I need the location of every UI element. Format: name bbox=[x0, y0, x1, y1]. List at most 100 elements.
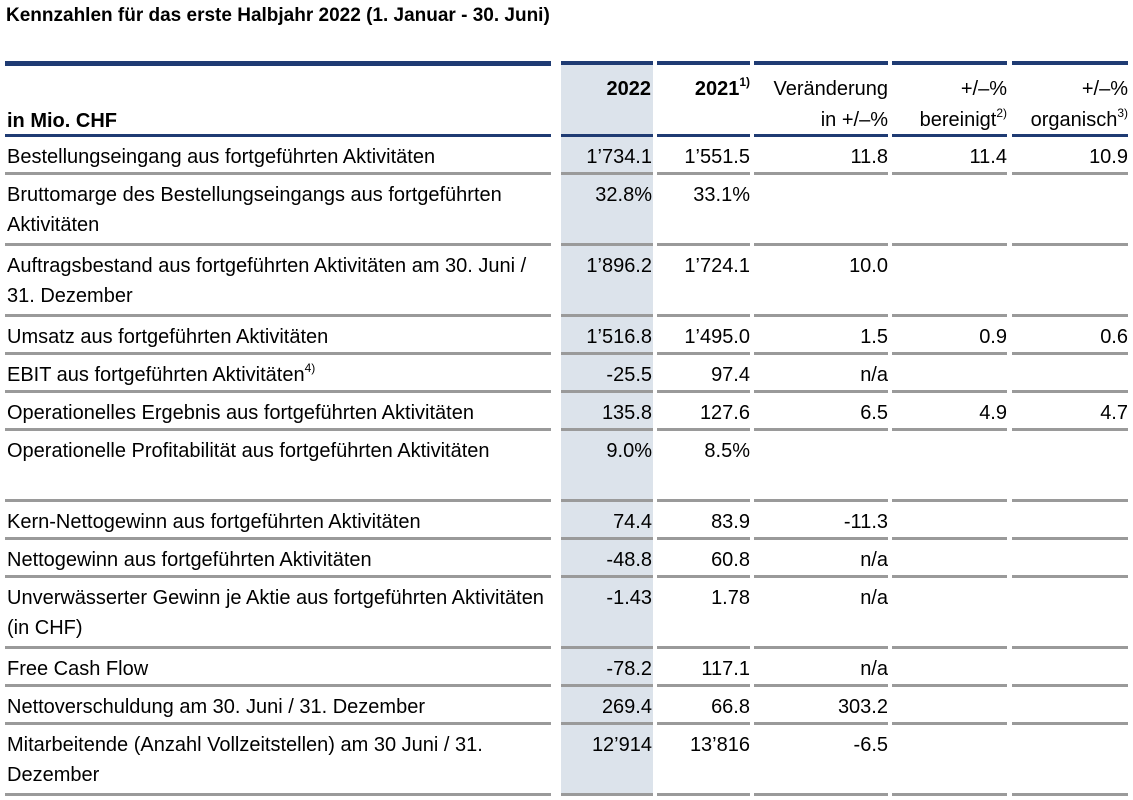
row-label: Nettogewinn aus fortgeführten Aktivitäte… bbox=[7, 549, 372, 571]
footnote-ref-1: 1) bbox=[739, 75, 750, 90]
footnote-ref-2: 2) bbox=[996, 106, 1007, 121]
row-label-cell: Free Cash Flow bbox=[5, 649, 551, 687]
value-adjusted-cell: 4.9 bbox=[892, 393, 1007, 431]
value-2021-cell: 13’816 bbox=[657, 725, 750, 796]
value-2021: 83.9 bbox=[711, 511, 750, 533]
value-adjusted-cell bbox=[892, 540, 1007, 578]
header-adjusted-line2: bereinigt2) bbox=[919, 106, 1007, 131]
value-2022: 269.4 bbox=[601, 696, 652, 718]
table-row: Bruttomarge des Bestellungseingangs aus … bbox=[5, 175, 1128, 246]
value-2022: -1.43 bbox=[606, 587, 652, 609]
value-change: -11.3 bbox=[843, 511, 888, 533]
value-adjusted-cell bbox=[892, 431, 1007, 502]
header-organic-line2: organisch3) bbox=[1030, 106, 1128, 131]
header-2021-cell: 20211) bbox=[657, 61, 750, 137]
value-2021: 13’816 bbox=[689, 734, 750, 756]
row-label: Free Cash Flow bbox=[7, 658, 149, 680]
value-2022-cell: 74.4 bbox=[561, 502, 653, 540]
value-2021-cell: 97.4 bbox=[657, 355, 750, 393]
value-change: -6.5 bbox=[853, 734, 888, 756]
value-change-cell: 6.5 bbox=[754, 393, 888, 431]
value-change-cell: 10.0 bbox=[754, 246, 888, 317]
header-2022-label: 2022 bbox=[606, 78, 652, 100]
row-label-cell: Mitarbeitende (Anzahl Vollzeitstellen) a… bbox=[5, 725, 551, 796]
value-change: 10.0 bbox=[849, 255, 888, 277]
value-change: 11.8 bbox=[850, 146, 888, 168]
value-2021: 1.78 bbox=[711, 587, 750, 609]
value-2021: 33.1% bbox=[693, 184, 750, 206]
value-adjusted: 11.4 bbox=[969, 146, 1007, 168]
value-2021: 66.8 bbox=[711, 696, 750, 718]
value-change-cell: 11.8 bbox=[754, 137, 888, 175]
table-row: Mitarbeitende (Anzahl Vollzeitstellen) a… bbox=[5, 725, 1128, 796]
value-change: n/a bbox=[860, 549, 888, 571]
value-2022: 1’516.8 bbox=[586, 326, 652, 348]
value-2022-cell: 9.0% bbox=[561, 431, 653, 502]
value-2022: 135.8 bbox=[601, 402, 652, 424]
value-adjusted-cell bbox=[892, 649, 1007, 687]
value-2021-cell: 1’495.0 bbox=[657, 317, 750, 355]
value-2021: 1’724.1 bbox=[684, 255, 750, 277]
row-label: Auftragsbestand aus fortgeführten Aktivi… bbox=[7, 255, 527, 307]
value-2021-cell: 66.8 bbox=[657, 687, 750, 725]
table-row: Unverwässerter Gewinn je Aktie aus fortg… bbox=[5, 578, 1128, 649]
value-2022: -48.8 bbox=[606, 549, 652, 571]
header-2021-label: 20211) bbox=[694, 75, 750, 100]
table-body: Bestellungseingang aus fortgeführten Akt… bbox=[5, 137, 1128, 796]
row-label-cell: Operationelles Ergebnis aus fortgeführte… bbox=[5, 393, 551, 431]
header-unit-cell: in Mio. CHF bbox=[5, 61, 551, 137]
value-organic-cell bbox=[1012, 246, 1128, 317]
row-label: Operationelle Profitabilität aus fortgef… bbox=[7, 440, 490, 462]
value-organic-cell: 4.7 bbox=[1012, 393, 1128, 431]
value-change: n/a bbox=[860, 364, 888, 386]
page-title: Kennzahlen für das erste Halbjahr 2022 (… bbox=[6, 5, 550, 26]
value-change: 6.5 bbox=[860, 402, 888, 424]
row-label-cell: Unverwässerter Gewinn je Aktie aus fortg… bbox=[5, 578, 551, 649]
header-organic-line1: +/–% bbox=[1081, 78, 1128, 100]
value-organic: 4.7 bbox=[1100, 402, 1128, 424]
row-label-cell: Nettoverschuldung am 30. Juni / 31. Deze… bbox=[5, 687, 551, 725]
header-unit-label: in Mio. CHF bbox=[7, 110, 117, 132]
value-change: n/a bbox=[860, 658, 888, 680]
value-change-cell: -6.5 bbox=[754, 725, 888, 796]
row-label: EBIT aus fortgeführten Aktivitäten bbox=[7, 364, 305, 386]
header-adjusted-line1: +/–% bbox=[960, 78, 1007, 100]
value-2021: 117.1 bbox=[701, 658, 750, 680]
row-label: Nettoverschuldung am 30. Juni / 31. Deze… bbox=[7, 696, 425, 718]
value-change-cell: -11.3 bbox=[754, 502, 888, 540]
value-adjusted-cell: 11.4 bbox=[892, 137, 1007, 175]
header-change-line1: Veränderung bbox=[773, 78, 888, 100]
table-row: Nettogewinn aus fortgeführten Aktivitäte… bbox=[5, 540, 1128, 578]
header-change-cell: Veränderung in +/–% bbox=[754, 61, 888, 137]
value-organic-cell bbox=[1012, 540, 1128, 578]
table-row: Kern-Nettogewinn aus fortgeführten Aktiv… bbox=[5, 502, 1128, 540]
row-label: Mitarbeitende (Anzahl Vollzeitstellen) a… bbox=[7, 734, 483, 786]
value-2022-cell: 135.8 bbox=[561, 393, 653, 431]
value-change-cell: n/a bbox=[754, 540, 888, 578]
row-label: Unverwässerter Gewinn je Aktie aus fortg… bbox=[7, 587, 544, 639]
row-label-cell: Nettogewinn aus fortgeführten Aktivitäte… bbox=[5, 540, 551, 578]
value-2021-cell: 1’724.1 bbox=[657, 246, 750, 317]
table-row: Auftragsbestand aus fortgeführten Aktivi… bbox=[5, 246, 1128, 317]
value-2021: 8.5% bbox=[704, 440, 750, 462]
value-2021: 127.6 bbox=[699, 402, 750, 424]
value-organic-cell bbox=[1012, 431, 1128, 502]
value-change-cell bbox=[754, 431, 888, 502]
value-2022-cell: 269.4 bbox=[561, 687, 653, 725]
value-2022-cell: -1.43 bbox=[561, 578, 653, 649]
row-label-cell: Bruttomarge des Bestellungseingangs aus … bbox=[5, 175, 551, 246]
table-row: Operationelle Profitabilität aus fortgef… bbox=[5, 431, 1128, 502]
table-row: EBIT aus fortgeführten Aktivitäten4) -25.… bbox=[5, 355, 1128, 393]
row-label: Umsatz aus fortgeführten Aktivitäten bbox=[7, 326, 329, 348]
table-row: Umsatz aus fortgeführten Aktivitäten 1’51… bbox=[5, 317, 1128, 355]
table-header: in Mio. CHF 2022 20211) Veränderung in +… bbox=[5, 61, 1128, 137]
row-label-cell: Bestellungseingang aus fortgeführten Akt… bbox=[5, 137, 551, 175]
value-organic-cell: 10.9 bbox=[1012, 137, 1128, 175]
value-2022-cell: -48.8 bbox=[561, 540, 653, 578]
value-change: n/a bbox=[860, 587, 888, 609]
value-change: 1.5 bbox=[860, 326, 888, 348]
value-adjusted-cell bbox=[892, 687, 1007, 725]
value-organic-cell bbox=[1012, 175, 1128, 246]
table-row: Nettoverschuldung am 30. Juni / 31. Deze… bbox=[5, 687, 1128, 725]
row-label-cell: Kern-Nettogewinn aus fortgeführten Aktiv… bbox=[5, 502, 551, 540]
